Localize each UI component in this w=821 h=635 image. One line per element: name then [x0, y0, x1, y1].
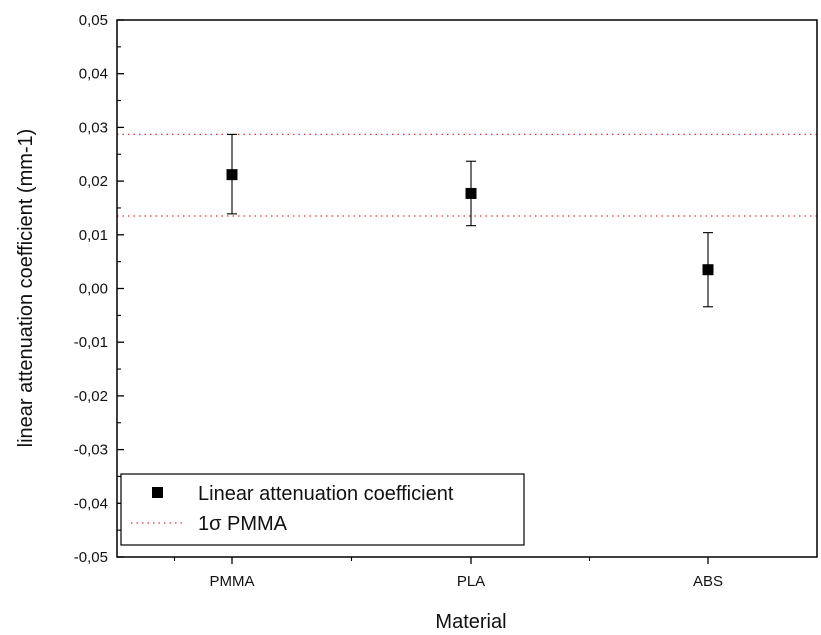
- y-axis: 0,05 0,04 0,03 0,02 0,01 0,00 -0,01 -0,02 -0,03 -…: [74, 12, 124, 566]
- y-tick-label: 0,00: [79, 281, 108, 298]
- y-tick-label: -0,04: [74, 495, 108, 512]
- legend-label-reference: 1σ PMMA: [198, 513, 288, 535]
- data-point: [702, 264, 714, 276]
- y-tick-label: -0,01: [74, 334, 108, 351]
- plot-area: [117, 20, 817, 557]
- x-axis-title: Material: [435, 611, 506, 633]
- x-axis: PMMA PLA ABS: [173, 557, 723, 590]
- legend: Linear attenuation coefficient 1σ PMMA: [120, 473, 525, 546]
- x-tick-label: PMMA: [210, 573, 255, 590]
- x-tick-label: ABS: [693, 573, 723, 590]
- y-axis-title: linear attenuation coefficient (mm-1): [15, 129, 37, 448]
- legend-box: [120, 473, 525, 546]
- y-tick-label: -0,02: [74, 388, 108, 405]
- legend-label-series: Linear attenuation coefficient: [198, 483, 454, 505]
- x-tick-label: PLA: [457, 573, 485, 590]
- y-tick-label: 0,01: [79, 227, 108, 244]
- data-point: [226, 169, 238, 181]
- legend-marker-square: [152, 487, 163, 498]
- y-tick-label: 0,05: [79, 12, 108, 29]
- y-tick-label: -0,05: [74, 549, 108, 566]
- y-tick-label: 0,03: [79, 119, 108, 136]
- y-tick-label: -0,03: [74, 442, 108, 459]
- data-points: [226, 169, 714, 276]
- y-tick-label: 0,04: [79, 66, 108, 83]
- data-point: [465, 187, 477, 199]
- y-tick-label: 0,02: [79, 173, 108, 190]
